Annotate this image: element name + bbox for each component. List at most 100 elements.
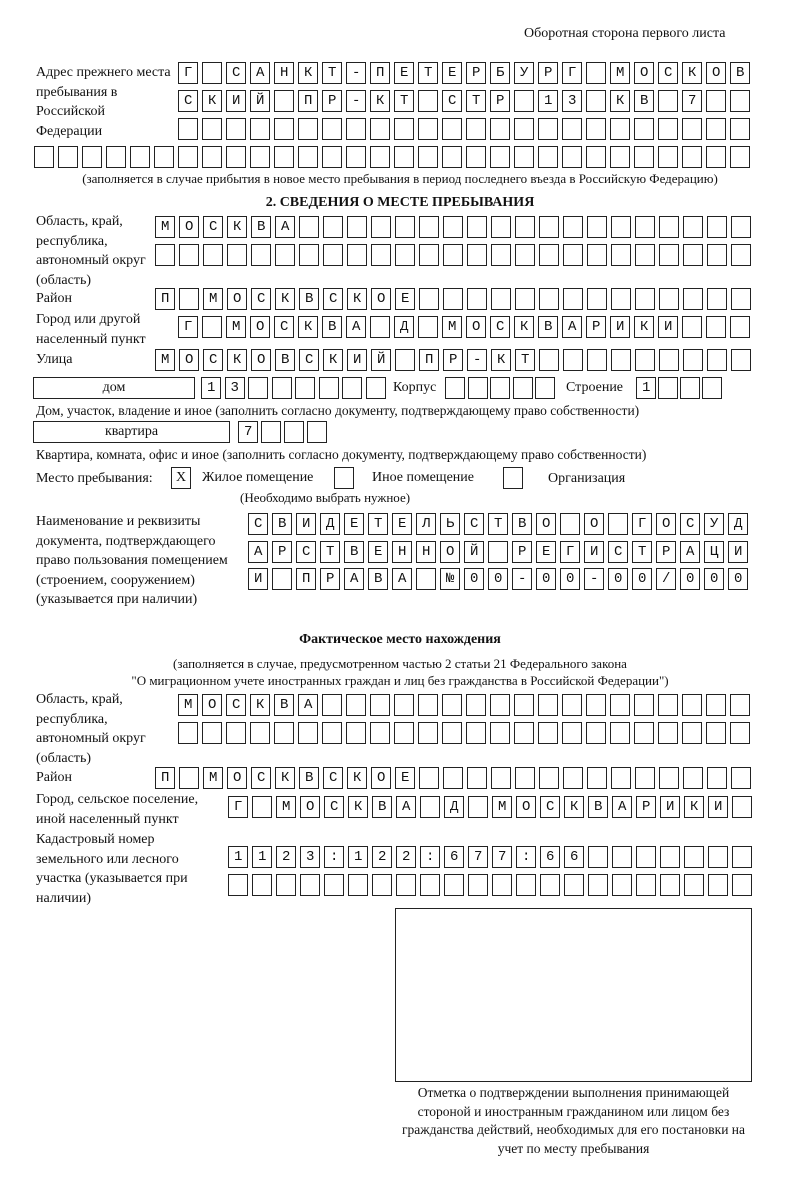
char-cell[interactable]	[248, 541, 268, 563]
char-cell[interactable]	[296, 568, 316, 590]
char-cell[interactable]	[512, 568, 532, 590]
char-cell[interactable]	[295, 377, 315, 399]
char-cell[interactable]	[584, 513, 604, 535]
char-cell[interactable]	[418, 316, 438, 338]
char-cell[interactable]	[395, 767, 415, 789]
char-cell[interactable]	[636, 796, 656, 818]
char-cell[interactable]	[274, 722, 294, 744]
char-cell[interactable]	[659, 216, 679, 238]
char-cell[interactable]	[611, 216, 631, 238]
char-cell[interactable]	[634, 146, 654, 168]
char-cell[interactable]	[538, 90, 558, 112]
char-cell[interactable]	[443, 349, 463, 371]
char-cell[interactable]	[586, 146, 606, 168]
char-cell[interactable]	[536, 568, 556, 590]
char-cell[interactable]	[416, 568, 436, 590]
char-cell[interactable]	[155, 767, 175, 789]
char-cell[interactable]	[271, 377, 292, 399]
char-cell[interactable]	[416, 513, 436, 535]
char-cell[interactable]	[587, 349, 607, 371]
char-cell[interactable]	[274, 62, 294, 84]
char-cell[interactable]	[442, 722, 462, 744]
char-cell[interactable]	[250, 316, 270, 338]
char-cell[interactable]	[202, 62, 222, 84]
char-cell[interactable]	[635, 767, 655, 789]
char-cell[interactable]	[82, 146, 102, 168]
char-cell[interactable]	[728, 513, 748, 535]
char-cell[interactable]	[344, 568, 364, 590]
char-cell[interactable]	[634, 694, 654, 716]
char-cell[interactable]	[179, 216, 199, 238]
char-cell[interactable]	[396, 846, 416, 868]
char-cell[interactable]	[468, 874, 488, 896]
char-cell[interactable]	[587, 288, 607, 310]
char-cell[interactable]	[445, 377, 465, 399]
char-cell[interactable]	[250, 118, 270, 140]
char-cell[interactable]	[442, 694, 462, 716]
char-cell[interactable]	[371, 244, 391, 266]
char-cell[interactable]	[178, 722, 198, 744]
char-cell[interactable]	[704, 568, 724, 590]
char-cell[interactable]	[320, 568, 340, 590]
char-cell[interactable]	[418, 118, 438, 140]
char-cell[interactable]	[284, 421, 304, 443]
char-cell[interactable]	[660, 874, 680, 896]
char-cell[interactable]	[516, 874, 536, 896]
char-cell[interactable]	[491, 244, 511, 266]
char-cell[interactable]	[562, 118, 582, 140]
char-cell[interactable]	[659, 288, 679, 310]
char-cell[interactable]	[228, 874, 248, 896]
char-cell[interactable]	[682, 722, 702, 744]
char-cell[interactable]	[658, 316, 678, 338]
char-cell[interactable]	[226, 146, 246, 168]
char-cell[interactable]	[635, 349, 655, 371]
char-cell[interactable]	[275, 349, 295, 371]
char-cell[interactable]	[420, 874, 440, 896]
char-cell[interactable]	[251, 349, 271, 371]
char-cell[interactable]	[610, 62, 630, 84]
char-cell[interactable]	[732, 846, 752, 868]
char-cell[interactable]	[298, 90, 318, 112]
char-cell[interactable]	[298, 118, 318, 140]
char-cell[interactable]	[395, 244, 415, 266]
char-cell[interactable]	[419, 349, 439, 371]
char-cell[interactable]	[440, 541, 460, 563]
char-cell[interactable]	[611, 767, 631, 789]
char-cell[interactable]	[178, 62, 198, 84]
char-cell[interactable]	[443, 767, 463, 789]
char-cell[interactable]	[179, 288, 199, 310]
char-cell[interactable]	[706, 146, 726, 168]
char-cell[interactable]	[299, 216, 319, 238]
char-cell[interactable]	[516, 846, 536, 868]
char-cell[interactable]	[538, 694, 558, 716]
char-cell[interactable]	[203, 349, 223, 371]
char-cell[interactable]	[365, 377, 386, 399]
char-cell[interactable]	[416, 541, 436, 563]
char-cell[interactable]	[371, 767, 391, 789]
char-cell[interactable]	[323, 767, 343, 789]
char-cell[interactable]	[656, 568, 676, 590]
char-cell[interactable]	[587, 767, 607, 789]
char-cell[interactable]	[466, 694, 486, 716]
char-cell[interactable]	[732, 796, 752, 818]
char-cell[interactable]	[298, 146, 318, 168]
char-cell[interactable]	[442, 90, 462, 112]
char-cell[interactable]	[203, 244, 223, 266]
char-cell[interactable]	[300, 874, 320, 896]
char-cell[interactable]	[347, 288, 367, 310]
char-cell[interactable]	[491, 349, 511, 371]
char-cell[interactable]	[514, 694, 534, 716]
char-cell[interactable]	[252, 846, 272, 868]
char-cell[interactable]	[612, 874, 632, 896]
char-cell[interactable]	[178, 90, 198, 112]
char-cell[interactable]	[275, 216, 295, 238]
char-cell[interactable]	[658, 722, 678, 744]
char-cell[interactable]	[58, 146, 78, 168]
char-cell[interactable]	[320, 541, 340, 563]
char-cell[interactable]	[224, 377, 245, 399]
char-cell[interactable]	[394, 62, 414, 84]
place-organization-checkbox[interactable]	[503, 467, 523, 489]
char-cell[interactable]	[560, 513, 580, 535]
char-cell[interactable]	[539, 216, 559, 238]
char-cell[interactable]	[730, 62, 750, 84]
